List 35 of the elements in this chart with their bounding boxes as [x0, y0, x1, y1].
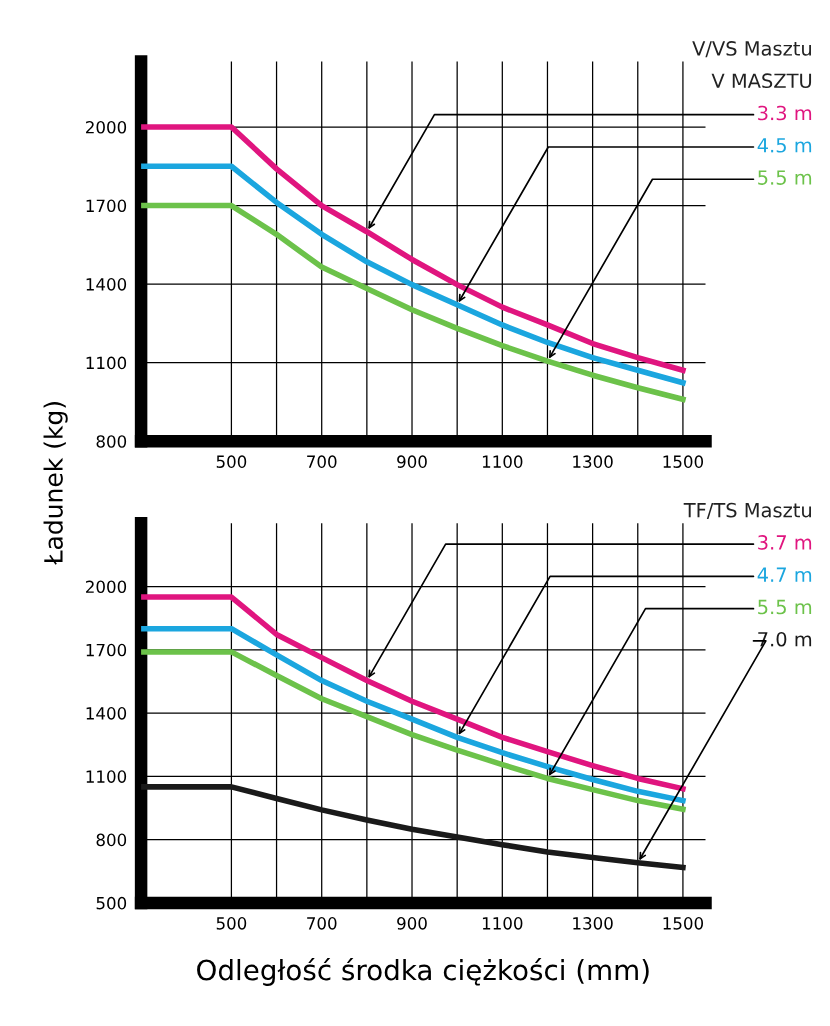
- y-tick-label: 1400: [86, 707, 127, 720]
- y-tick-label: 1100: [86, 356, 127, 370]
- text: 3.3 m: [758, 105, 812, 121]
- text: 5.5 m: [758, 599, 812, 615]
- text: V MASZTU: [711, 73, 812, 89]
- x-tick-label: 1100: [482, 455, 523, 468]
- x-tick-label: 500: [216, 917, 247, 930]
- x-tick-label: 900: [397, 455, 427, 468]
- x-tick-label: 700: [307, 455, 337, 468]
- x-tick-label: 500: [216, 455, 247, 468]
- y-tick-label: 1700: [86, 643, 127, 657]
- y-tick-label: 2000: [86, 120, 127, 134]
- text: V/VS Masztu: [692, 41, 811, 58]
- y-tick-label: 800: [96, 833, 127, 847]
- y-tick-label: 1400: [86, 278, 127, 291]
- text: 4.7 m: [757, 567, 812, 582]
- text: TF/TS Masztu: [683, 502, 811, 520]
- x-tick-label: 1300: [573, 455, 613, 468]
- y-tick-label: 800: [96, 435, 127, 448]
- x-tick-label: 1300: [573, 917, 613, 930]
- x-axis-title: Odległość środka ciężkości (mm): [197, 957, 649, 986]
- y-axis-title: Ładunek (kg): [43, 402, 68, 565]
- x-tick-label: 700: [307, 917, 337, 930]
- x-tick-label: 1500: [663, 455, 704, 468]
- y-tick-label: 1700: [86, 199, 127, 213]
- y-tick-label: 500: [96, 896, 127, 910]
- x-tick-label: 1500: [663, 917, 704, 930]
- text: 4.5 m: [757, 138, 812, 153]
- y-tick-label: 1100: [86, 770, 127, 783]
- text: 5.5 m: [758, 170, 812, 185]
- x-tick-label: 1100: [482, 917, 523, 930]
- text: 7.0 m: [758, 631, 812, 647]
- text: 3.7 m: [758, 535, 812, 550]
- y-tick-label: 2000: [86, 580, 127, 594]
- x-tick-label: 900: [397, 917, 427, 930]
